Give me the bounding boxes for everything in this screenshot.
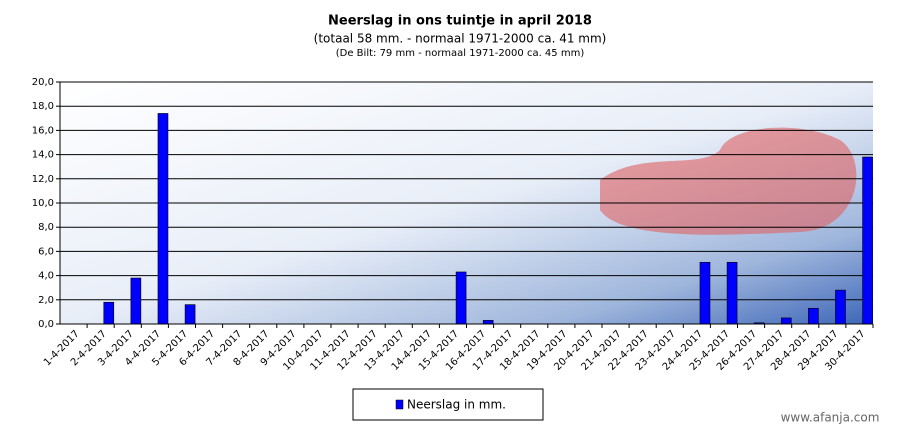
chart-note: (De Bilt: 79 mm - normaal 1971-2000 ca. … — [336, 48, 585, 59]
y-tick-label: 2,0 — [38, 295, 54, 306]
bar — [455, 271, 467, 325]
y-tick-label: 10,0 — [32, 198, 54, 209]
bar — [780, 317, 792, 325]
chart-subtitle: (totaal 58 mm. - normaal 1971-2000 ca. 4… — [314, 32, 607, 46]
bar — [482, 320, 494, 325]
bar — [130, 277, 142, 325]
bar — [808, 307, 819, 325]
bar — [103, 301, 115, 325]
legend-label: Neerslag in mm. — [407, 398, 506, 412]
bar — [184, 304, 196, 325]
bar — [862, 156, 873, 325]
legend — [352, 388, 544, 421]
y-tick-label: 12,0 — [32, 174, 54, 185]
y-tick-label: 4,0 — [38, 271, 54, 282]
chart-title: Neerslag in ons tuintje in april 2018 — [328, 14, 592, 29]
y-tick-label: 0,0 — [38, 319, 54, 330]
bar — [699, 261, 711, 325]
bar — [835, 289, 846, 325]
watermark: www.afanja.com — [781, 411, 880, 425]
bar — [157, 113, 169, 325]
y-tick-label: 20,0 — [32, 77, 54, 88]
y-tick-label: 16,0 — [32, 125, 54, 136]
y-tick-label: 8,0 — [38, 222, 54, 233]
legend-swatch — [395, 399, 404, 410]
y-tick-label: 18,0 — [32, 101, 54, 112]
y-tick-label: 14,0 — [32, 150, 54, 161]
bar — [726, 261, 738, 325]
y-tick-label: 6,0 — [38, 246, 54, 257]
